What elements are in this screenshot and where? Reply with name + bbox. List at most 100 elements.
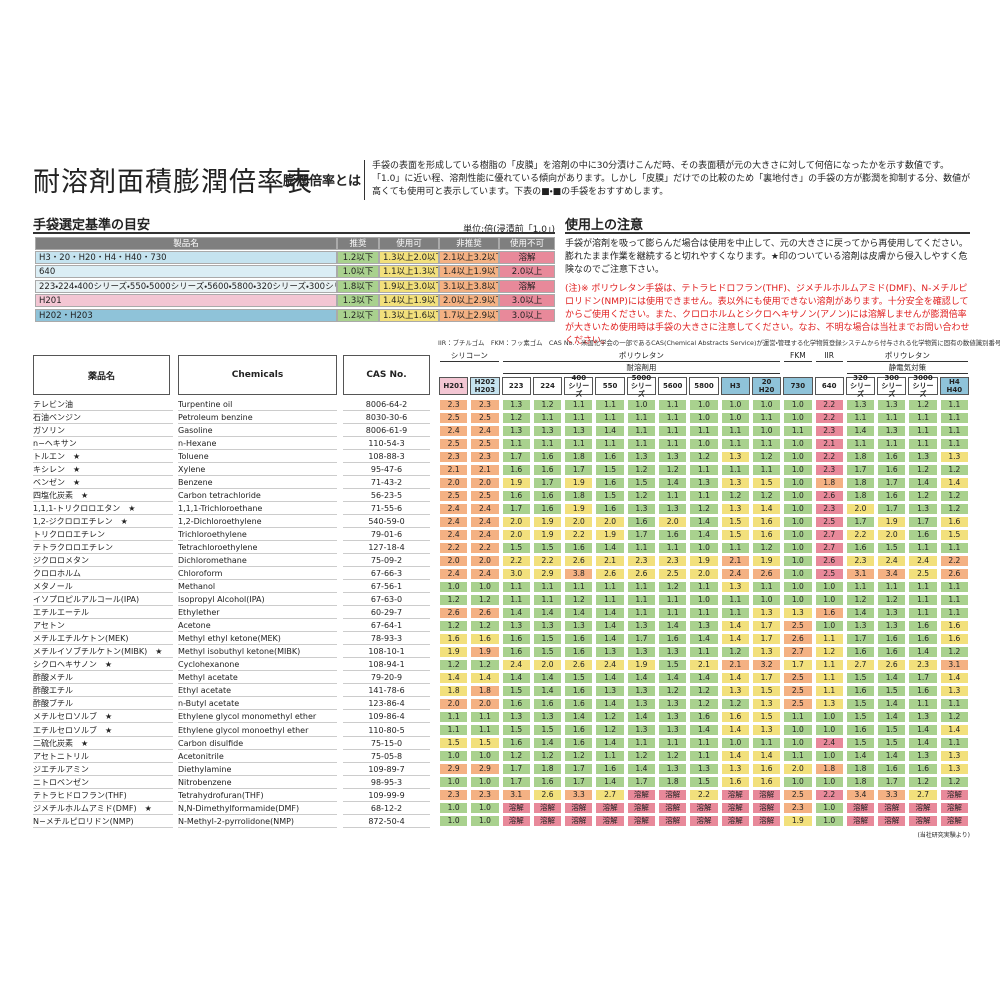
product-header: 730 [783,377,813,395]
swelling-cell: 1.0 [784,555,812,566]
swelling-cell: 1.1 [721,542,749,553]
column-header: 薬品名 [33,355,170,395]
swelling-cell: 溶解 [596,803,624,814]
product-header: H3 [720,377,750,395]
swelling-cell: 1.6 [909,685,937,696]
criteria-cell: 3.0以上 [499,308,555,322]
swelling-cell: 溶解 [596,816,624,827]
swelling-cell: 1.4 [878,672,906,683]
swelling-cell: 1.2 [502,412,530,423]
swelling-cell: 1.5 [440,738,468,749]
swelling-cell: 1.2 [471,620,499,631]
swelling-cell: 1.5 [878,725,906,735]
swelling-cell: 3.4 [878,568,906,579]
swelling-cell: 1.4 [846,607,875,618]
swelling-cell: 1.5 [596,490,624,501]
product-header: H201 [439,377,469,395]
swelling-cell: 1.1 [878,581,906,592]
chemical-name-ja: 酢酸エチル [33,684,173,698]
swelling-cell: 1.6 [533,503,562,514]
swelling-cell: 1.6 [565,698,593,709]
criteria-cell: 2.0以上2.9以下 [439,294,499,308]
swelling-cell: 1.3 [690,620,718,631]
swelling-cell: 2.4 [440,516,468,527]
swelling-cell: 1.3 [659,725,687,735]
swelling-cell: 1.3 [659,698,687,709]
swelling-cell: 1.6 [940,620,968,631]
swelling-cell: 1.6 [878,451,906,462]
swelling-cell: 1.1 [440,711,468,722]
swelling-cell: 1.6 [533,451,562,462]
swelling-cell: 1.3 [815,698,843,709]
swelling-cell: 溶解 [690,803,718,814]
swelling-cell: 溶解 [752,803,781,814]
cas-number: 75-09-2 [343,554,430,568]
swelling-cell: 1.3 [752,698,781,709]
swelling-cell: 1.1 [659,542,687,553]
chemical-name-en: Nitrobenzene [178,776,337,789]
chemical-name-en: Diethylamine [178,763,337,776]
column-header: Chemicals [178,355,337,395]
chemical-name-ja: トリクロロエチレン [33,528,173,542]
swelling-cell: 2.1 [440,464,468,475]
swelling-cell: 1.4 [565,607,593,618]
swelling-cell: 1.8 [846,764,875,775]
swelling-cell: 溶解 [502,803,530,814]
swelling-cell: 1.2 [533,399,562,410]
swelling-cell: 2.7 [596,790,624,801]
swelling-cell: 1.3 [565,425,593,436]
swelling-cell: 2.4 [471,568,499,579]
swelling-cell: 1.6 [721,777,749,788]
swelling-cell: 2.0 [596,516,624,527]
product-header: 640 [814,377,844,395]
swelling-cell: 1.6 [533,777,562,788]
swelling-cell: 1.1 [909,581,937,592]
swelling-cell: 1.1 [815,672,843,683]
swelling-cell: 1.2 [596,725,624,735]
swelling-cell: 1.2 [909,464,937,475]
swelling-cell: 2.7 [784,646,812,657]
swelling-cell: 1.0 [784,568,812,579]
swelling-cell: 溶解 [627,803,656,814]
swelling-cell: 1.0 [627,399,656,410]
chemical-name-en: Dichloromethane [178,554,337,568]
chemical-name-en: Cyclohexanone [178,658,337,672]
swelling-cell: 1.1 [940,438,968,449]
swelling-cell: 溶解 [752,816,781,827]
criteria-cell: 1.7以上2.9以下 [439,308,499,322]
swelling-cell: 1.7 [909,516,937,527]
swelling-cell: 1.2 [878,594,906,605]
swelling-cell: 2.4 [502,659,530,670]
swelling-cell: 3.2 [752,659,781,670]
swelling-cell: 2.0 [659,516,687,527]
swelling-cell: 1.1 [659,412,687,423]
cas-number: 56-23-5 [343,489,430,503]
criteria-product: 640 [35,265,337,279]
cas-number: 540-59-0 [343,515,430,529]
swelling-cell: 1.8 [471,685,499,696]
swelling-cell: 2.0 [784,764,812,775]
swelling-cell: 1.7 [565,464,593,475]
swelling-cell: 1.3 [502,399,530,410]
swelling-cell: 1.1 [909,412,937,423]
swelling-cell: 3.3 [878,790,906,801]
chemical-name-ja: メチルイソブチルケトン(MIBK) ★ [33,645,173,659]
swelling-cell: 1.0 [471,816,499,827]
swelling-cell: 2.9 [440,764,468,775]
swelling-cell: 1.4 [596,738,624,749]
swelling-cell: 1.6 [440,633,468,644]
swelling-cell: 1.5 [533,725,562,735]
cas-number: 67-63-0 [343,593,430,607]
swelling-cell: 1.5 [659,659,687,670]
criteria-cell: 溶解 [499,251,555,264]
swelling-cell: 2.0 [471,555,499,566]
swelling-cell: 2.3 [471,451,499,462]
swelling-cell: 1.1 [596,438,624,449]
swelling-cell: 2.4 [471,529,499,540]
swelling-cell: 1.4 [659,672,687,683]
swelling-cell: 1.0 [784,738,812,749]
chemical-name-ja: ジエチルアミン [33,763,173,776]
swelling-cell: 溶解 [721,816,749,827]
swelling-cell: 2.5 [784,790,812,801]
swelling-cell: 1.4 [721,725,749,735]
